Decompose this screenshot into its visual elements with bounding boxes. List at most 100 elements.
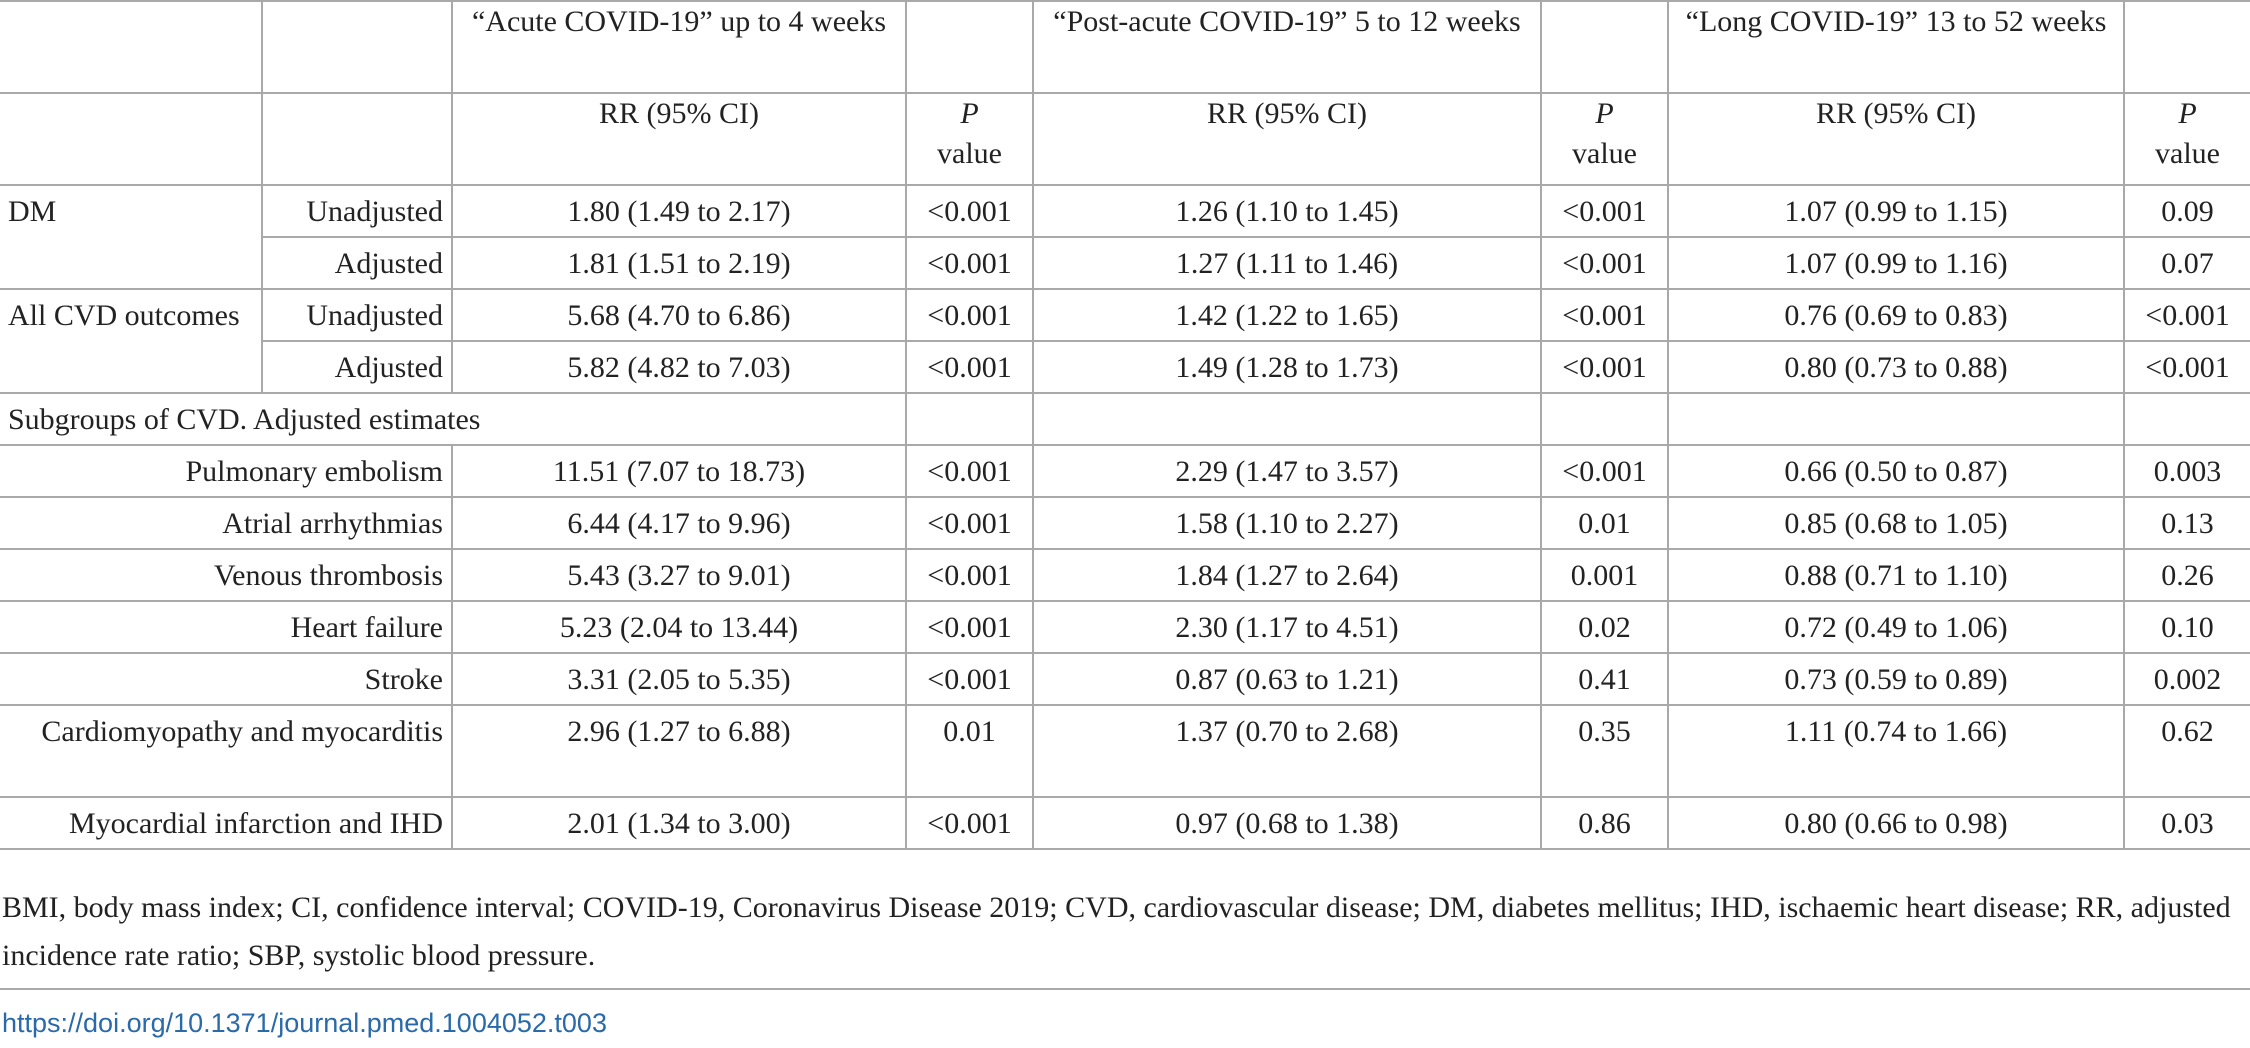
subgroup-label: Venous thrombosis	[0, 549, 453, 602]
table-row-dm-unadjusted: DM Unadjusted 1.80 (1.49 to 2.17) <0.001…	[0, 185, 2250, 290]
group-header-spacer	[2124, 0, 2250, 94]
p-cell: <0.001	[906, 445, 1034, 498]
p-cell: 0.03	[2124, 797, 2250, 850]
rr-cell: 2.96 (1.27 to 6.88)	[452, 705, 907, 798]
corner-cell	[262, 93, 453, 186]
p-cell: <0.001	[906, 653, 1034, 706]
rr-cell: 0.88 (0.71 to 1.10)	[1668, 549, 2125, 602]
table-row-subgroup: Myocardial infarction and IHD 2.01 (1.34…	[0, 797, 2250, 850]
section-row-subgroups: Subgroups of CVD. Adjusted estimates	[0, 393, 2250, 446]
results-table: “Acute COVID-19” up to 4 weeks “Post-acu…	[0, 0, 2250, 850]
rr-cell: 5.82 (4.82 to 7.03)	[452, 341, 907, 394]
p-cell: <0.001	[906, 185, 1034, 238]
p-italic: P	[2178, 97, 2197, 130]
empty-cell	[1668, 393, 2125, 446]
rr-cell: 1.27 (1.11 to 1.46)	[1033, 237, 1542, 290]
table-row-dm-adjusted: Adjusted 1.81 (1.51 to 2.19) <0.001 1.27…	[0, 237, 2250, 290]
rr-cell: 2.30 (1.17 to 4.51)	[1033, 601, 1542, 654]
rr-cell: 0.87 (0.63 to 1.21)	[1033, 653, 1542, 706]
subgroup-label: Atrial arrhythmias	[0, 497, 453, 550]
rr-cell: 5.23 (2.04 to 13.44)	[452, 601, 907, 654]
p-cell: 0.09	[2124, 185, 2250, 238]
p-cell: <0.001	[906, 497, 1034, 550]
empty-cell	[906, 393, 1034, 446]
table-row-cvd-unadjusted: All CVD outcomes Unadjusted 5.68 (4.70 t…	[0, 289, 2250, 394]
table-footnote: BMI, body mass index; CI, confidence int…	[2, 891, 2231, 972]
rr-cell: 1.07 (0.99 to 1.15)	[1668, 185, 2125, 238]
p-cell: 0.13	[2124, 497, 2250, 550]
divider	[0, 988, 2250, 990]
rr-cell: 0.80 (0.73 to 0.88)	[1668, 341, 2125, 394]
empty-cell	[1033, 393, 1542, 446]
doi-link[interactable]: https://doi.org/10.1371/journal.pmed.100…	[2, 1008, 607, 1038]
rr-cell: 0.72 (0.49 to 1.06)	[1668, 601, 2125, 654]
p-cell: 0.002	[2124, 653, 2250, 706]
row-sublabel: Adjusted	[262, 341, 453, 394]
p-cell: <0.001	[1541, 289, 1669, 342]
p-cell: <0.001	[906, 237, 1034, 290]
row-label-dm: DM	[0, 185, 263, 290]
rr-cell: 1.58 (1.10 to 2.27)	[1033, 497, 1542, 550]
p-cell: 0.35	[1541, 705, 1669, 798]
p-cell: <0.001	[1541, 445, 1669, 498]
corner-cell	[0, 93, 263, 186]
p-cell: 0.62	[2124, 705, 2250, 798]
subgroup-label: Heart failure	[0, 601, 453, 654]
table-row-subgroup: Atrial arrhythmias 6.44 (4.17 to 9.96) <…	[0, 497, 2250, 550]
row-sublabel: Unadjusted	[262, 289, 453, 342]
rr-cell: 0.76 (0.69 to 0.83)	[1668, 289, 2125, 342]
p-cell: <0.001	[906, 549, 1034, 602]
rr-cell: 3.31 (2.05 to 5.35)	[452, 653, 907, 706]
p-value-word: value	[937, 137, 1002, 170]
p-cell: 0.26	[2124, 549, 2250, 602]
p-cell: <0.001	[906, 289, 1034, 342]
p-value-word: value	[1572, 137, 1637, 170]
subgroup-label: Myocardial infarction and IHD	[0, 797, 453, 850]
p-cell: <0.001	[1541, 341, 1669, 394]
p-cell: 0.02	[1541, 601, 1669, 654]
p-cell: <0.001	[906, 341, 1034, 394]
rr-cell: 2.01 (1.34 to 3.00)	[452, 797, 907, 850]
p-italic: P	[1595, 97, 1614, 130]
p-cell: <0.001	[906, 601, 1034, 654]
group-header-spacer	[906, 0, 1034, 94]
table-row-subgroup: Pulmonary embolism 11.51 (7.07 to 18.73)…	[0, 445, 2250, 498]
table-row-cvd-adjusted: Adjusted 5.82 (4.82 to 7.03) <0.001 1.49…	[0, 341, 2250, 394]
p-cell: 0.07	[2124, 237, 2250, 290]
rr-cell: 0.85 (0.68 to 1.05)	[1668, 497, 2125, 550]
rr-cell: 5.43 (3.27 to 9.01)	[452, 549, 907, 602]
table-row-subgroup: Venous thrombosis 5.43 (3.27 to 9.01) <0…	[0, 549, 2250, 602]
rr-cell: 0.73 (0.59 to 0.89)	[1668, 653, 2125, 706]
p-cell: 0.01	[906, 705, 1034, 798]
rr-cell: 2.29 (1.47 to 3.57)	[1033, 445, 1542, 498]
group-header-long: “Long COVID-19” 13 to 52 weeks	[1668, 0, 2125, 94]
group-header-post-acute: “Post-acute COVID-19” 5 to 12 weeks	[1033, 0, 1542, 94]
p-cell: 0.41	[1541, 653, 1669, 706]
p-cell: <0.001	[2124, 289, 2250, 342]
corner-cell	[262, 0, 453, 94]
p-cell: 0.003	[2124, 445, 2250, 498]
p-cell: <0.001	[2124, 341, 2250, 394]
rr-cell: 0.97 (0.68 to 1.38)	[1033, 797, 1542, 850]
subgroup-label: Pulmonary embolism	[0, 445, 453, 498]
empty-cell	[2124, 393, 2250, 446]
rr-cell: 1.80 (1.49 to 2.17)	[452, 185, 907, 238]
rr-ci-header: RR (95% CI)	[1033, 93, 1542, 186]
rr-cell: 0.66 (0.50 to 0.87)	[1668, 445, 2125, 498]
p-cell: <0.001	[1541, 237, 1669, 290]
rr-cell: 1.42 (1.22 to 1.65)	[1033, 289, 1542, 342]
rr-cell: 5.68 (4.70 to 6.86)	[452, 289, 907, 342]
row-sublabel: Adjusted	[262, 237, 453, 290]
rr-cell: 1.11 (0.74 to 1.66)	[1668, 705, 2125, 798]
p-value-word: value	[2155, 137, 2220, 170]
rr-cell: 1.84 (1.27 to 2.64)	[1033, 549, 1542, 602]
rr-cell: 0.80 (0.66 to 0.98)	[1668, 797, 2125, 850]
group-header-acute: “Acute COVID-19” up to 4 weeks	[452, 0, 907, 94]
rr-cell: 1.49 (1.28 to 1.73)	[1033, 341, 1542, 394]
table-row-subgroup: Cardiomyopathy and myocarditis 2.96 (1.2…	[0, 705, 2250, 798]
rr-ci-header: RR (95% CI)	[452, 93, 907, 186]
p-cell: <0.001	[906, 797, 1034, 850]
subgroup-label: Cardiomyopathy and myocarditis	[0, 705, 453, 798]
